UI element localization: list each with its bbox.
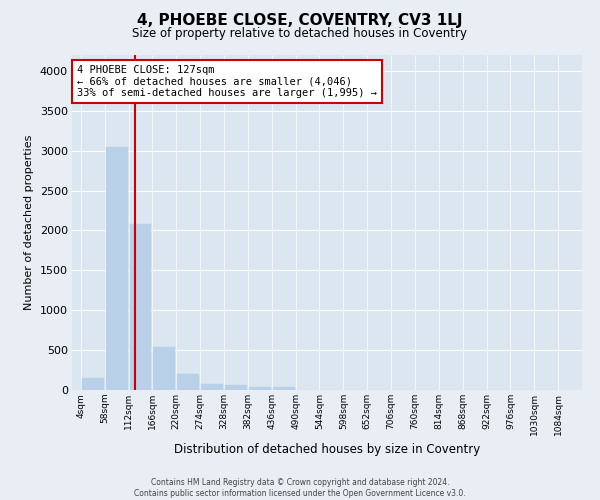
Text: Size of property relative to detached houses in Coventry: Size of property relative to detached ho…	[133, 28, 467, 40]
Bar	[130, 224, 151, 390]
X-axis label: Distribution of detached houses by size in Coventry: Distribution of detached houses by size …	[174, 443, 480, 456]
Text: 4, PHOEBE CLOSE, COVENTRY, CV3 1LJ: 4, PHOEBE CLOSE, COVENTRY, CV3 1LJ	[137, 12, 463, 28]
Bar	[225, 385, 247, 390]
Text: 4 PHOEBE CLOSE: 127sqm
← 66% of detached houses are smaller (4,046)
33% of semi-: 4 PHOEBE CLOSE: 127sqm ← 66% of detached…	[77, 65, 377, 98]
Bar	[201, 384, 223, 390]
Bar	[82, 378, 104, 390]
Y-axis label: Number of detached properties: Number of detached properties	[24, 135, 34, 310]
Bar	[273, 387, 295, 390]
Bar	[154, 347, 175, 390]
Text: Contains HM Land Registry data © Crown copyright and database right 2024.
Contai: Contains HM Land Registry data © Crown c…	[134, 478, 466, 498]
Bar	[106, 146, 128, 390]
Bar	[249, 387, 271, 390]
Bar	[177, 374, 199, 390]
